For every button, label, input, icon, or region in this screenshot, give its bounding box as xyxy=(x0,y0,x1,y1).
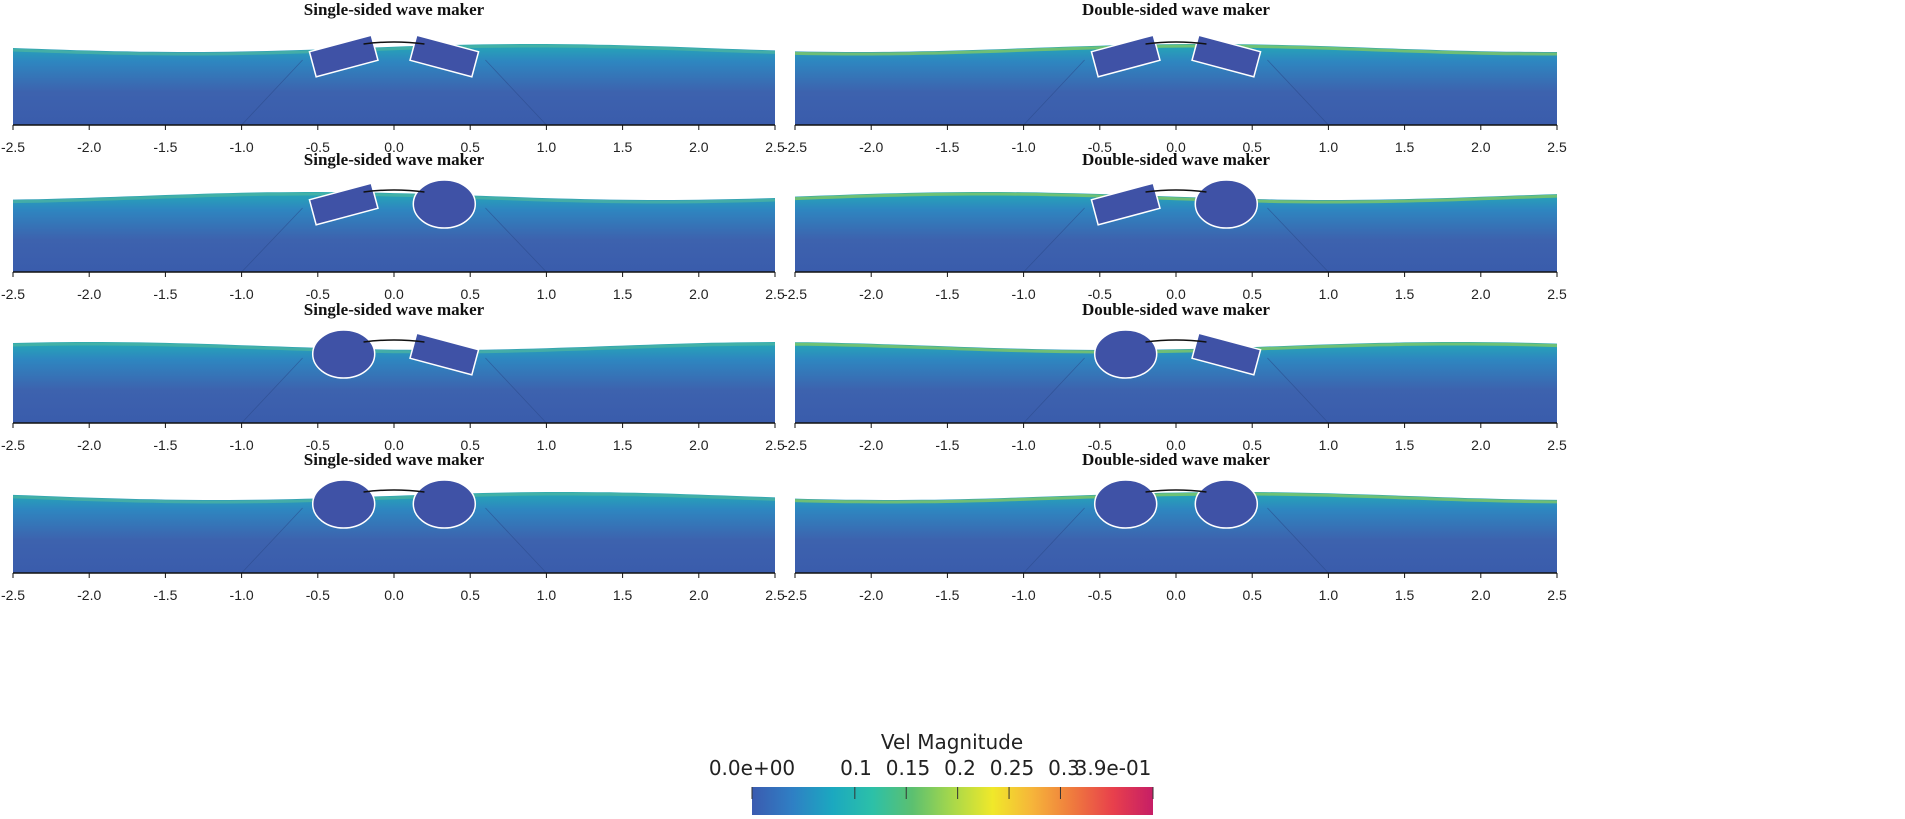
x-tick-label: 1.5 xyxy=(601,587,645,603)
tether-line xyxy=(364,42,425,44)
panel xyxy=(13,330,775,428)
panel xyxy=(795,480,1557,578)
x-tick-label: -1.0 xyxy=(1002,587,1046,603)
x-tick-label: -2.5 xyxy=(0,587,35,603)
panel xyxy=(795,330,1557,428)
colorbar-title: Vel Magnitude xyxy=(752,730,1152,754)
x-tick-label: -1.5 xyxy=(925,587,969,603)
colorbar-label: 0.0e+00 xyxy=(709,756,795,780)
cylinder-body xyxy=(413,480,475,528)
x-tick-label: 0.0 xyxy=(1154,587,1198,603)
x-tick-label: 2.5 xyxy=(1535,587,1579,603)
tether-line xyxy=(364,190,425,192)
x-tick-label: 0.0 xyxy=(372,587,416,603)
tether-line xyxy=(1146,190,1207,192)
x-tick-label: 1.0 xyxy=(524,587,568,603)
colorbar-label: 3.9e-01 xyxy=(1075,756,1152,780)
x-tick-label: 2.0 xyxy=(1459,587,1503,603)
cylinder-body xyxy=(413,180,475,228)
water-domain xyxy=(795,192,1557,272)
water-domain xyxy=(795,44,1557,125)
panel xyxy=(13,180,775,277)
x-tick-label: -2.0 xyxy=(67,587,111,603)
panel xyxy=(795,180,1557,277)
x-tick-label: -1.0 xyxy=(220,587,264,603)
colorbar-label: 0.1 xyxy=(840,756,872,780)
tether-line xyxy=(1146,340,1207,342)
x-tick-label: 1.5 xyxy=(1383,587,1427,603)
colorbar-label: 0.2 xyxy=(944,756,976,780)
x-tick-label: 0.5 xyxy=(1230,587,1274,603)
panel-title: Double-sided wave maker xyxy=(711,0,1641,20)
figure xyxy=(0,0,1905,819)
x-tick-label: 0.5 xyxy=(448,587,492,603)
water-domain xyxy=(13,192,775,272)
cylinder-body xyxy=(313,480,375,528)
cylinder-body xyxy=(1195,480,1257,528)
water-domain xyxy=(795,492,1557,573)
panel xyxy=(13,35,775,130)
x-tick-label: -2.0 xyxy=(849,587,893,603)
x-tick-label: 2.0 xyxy=(677,587,721,603)
x-tick-label: 1.0 xyxy=(1306,587,1350,603)
cylinder-body xyxy=(1095,330,1157,378)
cylinder-body xyxy=(313,330,375,378)
panel xyxy=(795,35,1557,130)
panel xyxy=(13,480,775,578)
panel-title: Double-sided wave maker xyxy=(711,300,1641,320)
tether-line xyxy=(1146,490,1207,492)
x-tick-label: -0.5 xyxy=(296,587,340,603)
x-tick-label: -1.5 xyxy=(143,587,187,603)
water-domain xyxy=(795,342,1557,423)
x-tick-label: -0.5 xyxy=(1078,587,1122,603)
panel-title: Double-sided wave maker xyxy=(711,450,1641,470)
x-tick-label: -2.5 xyxy=(773,587,817,603)
colorbar xyxy=(752,787,1153,815)
water-domain xyxy=(13,492,775,573)
panel-title: Double-sided wave maker xyxy=(711,150,1641,170)
tether-line xyxy=(364,340,425,342)
water-domain xyxy=(13,44,775,125)
simulation-panels xyxy=(0,0,1905,819)
water-domain xyxy=(13,342,775,423)
cylinder-body xyxy=(1195,180,1257,228)
tether-line xyxy=(1146,42,1207,44)
tether-line xyxy=(364,490,425,492)
colorbar-label: 0.15 xyxy=(886,756,931,780)
cylinder-body xyxy=(1095,480,1157,528)
colorbar-label: 0.25 xyxy=(990,756,1035,780)
